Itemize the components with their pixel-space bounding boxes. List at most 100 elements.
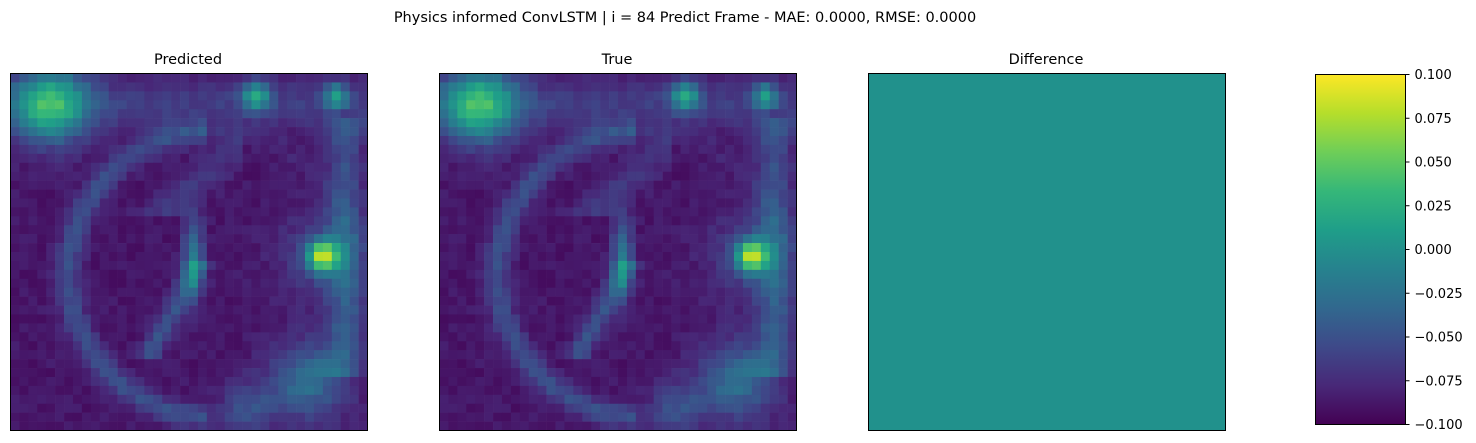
- heatmap-cell: [242, 189, 252, 199]
- heatmap-cell: [287, 269, 297, 280]
- heatmap-cell: [126, 412, 136, 422]
- heatmap-cell: [689, 332, 699, 342]
- heatmap-cell: [28, 394, 38, 405]
- heatmap-cell: [99, 287, 109, 297]
- heatmap-cell: [162, 216, 172, 226]
- heatmap-cell: [573, 269, 583, 280]
- heatmap-cell: [99, 350, 109, 360]
- heatmap-cell: [189, 368, 199, 378]
- heatmap-cell: [564, 305, 574, 315]
- heatmap-cell: [197, 243, 208, 253]
- heatmap-cell: [242, 82, 252, 92]
- heatmap-cell: [537, 421, 547, 431]
- heatmap-cell: [10, 278, 20, 288]
- heatmap-cell: [28, 305, 38, 315]
- heatmap-cell: [331, 287, 342, 297]
- heatmap-cell: [349, 421, 359, 431]
- heatmap-cell: [564, 225, 574, 235]
- heatmap-cell: [555, 127, 565, 137]
- heatmap-cell: [46, 359, 56, 369]
- heatmap-cell: [287, 376, 297, 387]
- heatmap-cell: [81, 385, 92, 396]
- heatmap-cell: [760, 225, 771, 235]
- heatmap-cell: [180, 359, 190, 369]
- heatmap-cell: [519, 91, 530, 101]
- heatmap-cell: [475, 243, 485, 253]
- heatmap-cell: [537, 100, 547, 110]
- heatmap-cell: [751, 350, 762, 360]
- heatmap-cell: [457, 189, 467, 199]
- heatmap-cell: [358, 216, 368, 226]
- heatmap-cell: [439, 73, 449, 83]
- heatmap-cell: [28, 323, 38, 333]
- heatmap-cell: [171, 207, 181, 217]
- heatmap-cell: [751, 73, 762, 83]
- heatmap-cell: [189, 350, 199, 360]
- heatmap-cell: [358, 305, 368, 315]
- heatmap-cell: [81, 287, 92, 297]
- heatmap-cell: [144, 82, 154, 92]
- heatmap-cell: [322, 323, 333, 333]
- heatmap-cell: [260, 180, 270, 190]
- heatmap-cell: [564, 171, 574, 181]
- heatmap-cell: [457, 332, 467, 342]
- heatmap-cell: [269, 207, 279, 217]
- heatmap-cell: [689, 305, 699, 315]
- heatmap-cell: [90, 109, 101, 119]
- heatmap-cell: [609, 189, 619, 199]
- heatmap-cell: [769, 252, 779, 262]
- heatmap-cell: [555, 368, 565, 378]
- heatmap-cell: [493, 350, 503, 360]
- heatmap-cell: [46, 332, 56, 342]
- heatmap-cell: [609, 153, 619, 164]
- heatmap-cell: [484, 144, 494, 155]
- heatmap-cell: [609, 287, 619, 297]
- heatmap-cell: [90, 118, 101, 128]
- heatmap-cell: [99, 135, 109, 146]
- heatmap-cell: [787, 359, 797, 369]
- heatmap-cell: [37, 91, 47, 101]
- heatmap-cell: [573, 376, 583, 387]
- heatmap-cell: [778, 243, 788, 253]
- heatmap-cell: [653, 341, 663, 351]
- heatmap-cell: [278, 180, 288, 190]
- heatmap-cell: [162, 332, 172, 342]
- heatmap-cell: [734, 189, 744, 199]
- heatmap-cell: [108, 100, 118, 110]
- heatmap-cell: [349, 278, 359, 288]
- heatmap-cell: [99, 368, 109, 378]
- heatmap-cell: [662, 421, 672, 431]
- heatmap-cell: [269, 135, 279, 146]
- heatmap-cell: [466, 287, 476, 297]
- heatmap-cell: [269, 189, 279, 199]
- heatmap-cell: [537, 332, 547, 342]
- heatmap-cell: [501, 127, 512, 137]
- heatmap-cell: [510, 359, 521, 369]
- heatmap-cell: [340, 82, 350, 92]
- heatmap-cell: [537, 109, 547, 119]
- heatmap-cell: [224, 207, 234, 217]
- heatmap-cell: [278, 171, 288, 181]
- heatmap-cell: [206, 260, 217, 271]
- heatmap-cell: [233, 385, 243, 396]
- heatmap-cell: [725, 323, 735, 333]
- heatmap-cell: [251, 252, 261, 262]
- heatmap-cell: [28, 314, 38, 324]
- heatmap-cell: [600, 376, 610, 387]
- heatmap-cell: [46, 216, 56, 226]
- heatmap-cell: [493, 269, 503, 280]
- heatmap-cell: [90, 180, 101, 190]
- heatmap-cell: [153, 287, 163, 297]
- heatmap-cell: [135, 368, 145, 378]
- heatmap-cell: [466, 269, 476, 280]
- heatmap-cell: [618, 269, 628, 280]
- heatmap-cell: [751, 296, 762, 306]
- heatmap-cell: [81, 171, 92, 181]
- heatmap-cell: [537, 359, 547, 369]
- heatmap-cell: [37, 341, 47, 351]
- heatmap-cell: [493, 368, 503, 378]
- heatmap-cell: [349, 198, 359, 208]
- heatmap-cell: [734, 278, 744, 288]
- heatmap-cell: [233, 359, 243, 369]
- heatmap-cell: [662, 171, 672, 181]
